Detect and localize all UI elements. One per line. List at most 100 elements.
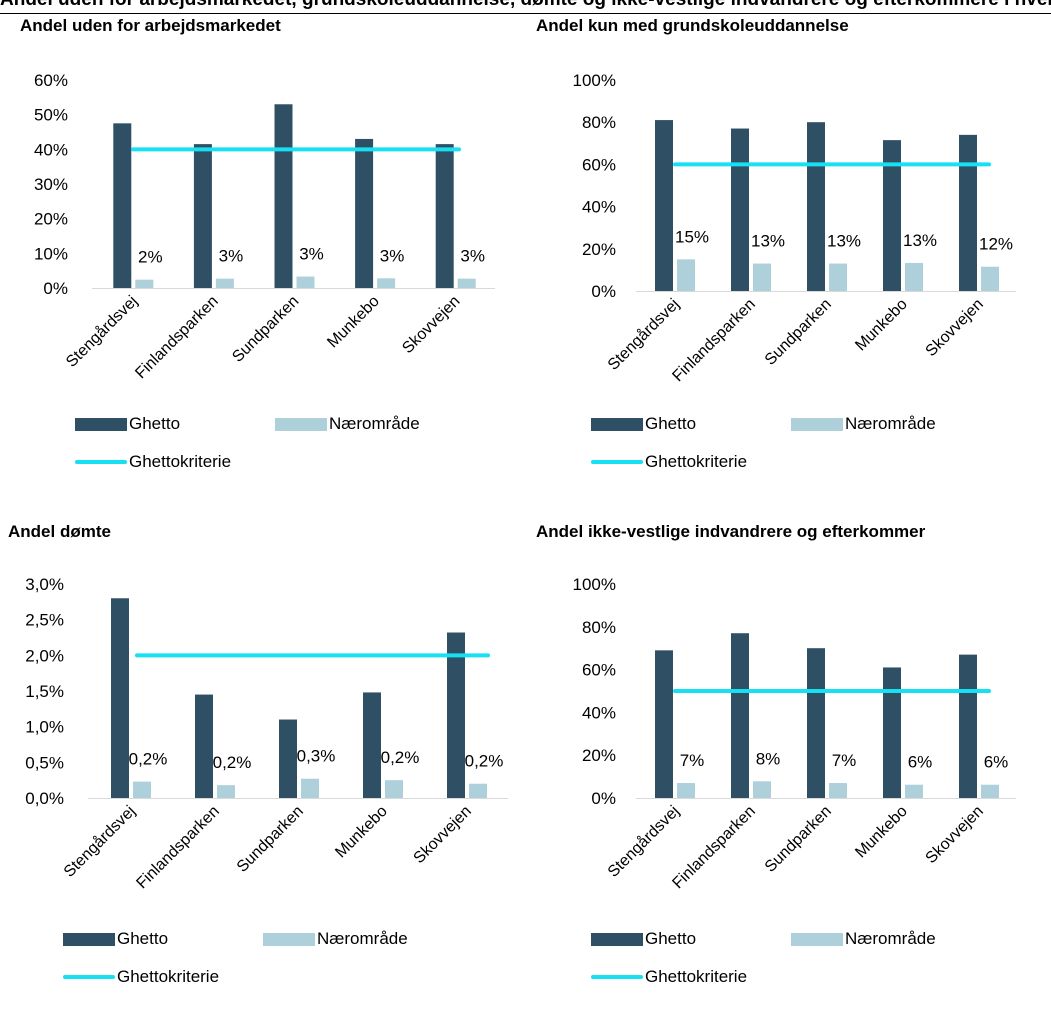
category-label: Skovvejen [923, 296, 987, 360]
category-label: Finlandsparken [132, 293, 221, 382]
legend-swatch [791, 417, 843, 431]
bar-ghetto [113, 123, 132, 288]
category-label: Munkebo [332, 803, 391, 862]
category-label: Munkebo [852, 296, 911, 355]
bar-naeromraade [753, 263, 771, 291]
legend-swatch [591, 932, 643, 946]
legend-label: Ghettokriterie [129, 452, 232, 471]
bar-ghetto [883, 667, 901, 798]
y-tick-label: 60% [34, 71, 68, 90]
legend-item-ghetto: Ghetto [63, 929, 168, 949]
legend-swatch [275, 417, 327, 431]
bar-ghetto [807, 122, 825, 291]
legend-swatch [75, 417, 127, 431]
bar-ghetto [274, 104, 293, 289]
category-label: Finlandsparken [133, 803, 222, 892]
y-tick-label: 30% [34, 175, 68, 194]
legend-swatch [591, 417, 643, 431]
legend-item-ghetto: Ghetto [591, 929, 696, 949]
bar-naeromraade [905, 784, 923, 798]
y-tick-label: 60% [582, 155, 616, 174]
bar-ghetto [883, 140, 901, 291]
legend-label: Nærområde [845, 414, 936, 433]
data-label: 3% [299, 245, 324, 264]
data-label: 0,2% [129, 750, 168, 769]
legend-item-naeromraade: Nærområde [791, 414, 936, 434]
chart-panel-grundskole: Andel kun med grundskoleuddannelse 0% 20%… [536, 16, 1041, 486]
legend-label: Ghetto [645, 414, 697, 433]
y-tick-label: 0% [591, 282, 616, 301]
y-tick-label: 2,0% [25, 646, 64, 665]
legend-item-ghettokriterie: Ghettokriterie [75, 452, 231, 472]
bar-naeromraade [296, 276, 315, 288]
bar-naeromraade [905, 262, 923, 291]
data-label: 6% [908, 753, 933, 772]
bar-naeromraade [301, 778, 319, 798]
legend-label: Ghetto [645, 929, 697, 948]
bar-naeromraade [133, 781, 151, 798]
chart-panel-arbejdsmarkedet: Andel uden for arbejdsmarkedet 0% 10% 20% 3… [20, 16, 520, 486]
category-label: Stengårdsvej [62, 292, 141, 371]
bar-ghetto [111, 598, 129, 798]
category-label: Munkebo [852, 803, 911, 862]
legend-item-ghetto: Ghetto [591, 414, 696, 434]
y-tick-label: 80% [582, 113, 616, 132]
legend-item-naeromraade: Nærområde [275, 414, 420, 434]
data-label: 13% [827, 232, 861, 251]
legend-swatch [63, 932, 115, 946]
category-label: Sundparken [762, 803, 835, 876]
category-label: Skovvejen [399, 293, 463, 357]
bar-naeromraade [981, 784, 999, 798]
clipped-header-title: Andel uden for arbejdsmarkedet, grundsko… [0, 0, 1051, 11]
bar-ghetto [435, 144, 454, 288]
y-tick-label: 0% [591, 789, 616, 808]
y-tick-label: 50% [34, 106, 68, 125]
bar-chart: 0,0% 0,5% 1,0% 1,5% 2,0% 2,5% 3,0% 0,2% Stengård… [25, 575, 508, 892]
data-label: 0,2% [213, 753, 252, 772]
data-label: 2% [138, 248, 163, 267]
bar-naeromraade [215, 278, 234, 288]
chart-legend: Ghetto Nærområde Ghettokriterie [20, 414, 520, 484]
bar-naeromraade [377, 278, 396, 288]
chart-panel-doemte: Andel dømte 0,0% 0,5% 1,0% 1,5% 2,0% 2,5% 3,0%… [8, 522, 520, 1002]
bar-ghetto [195, 694, 213, 798]
y-tick-label: 1,5% [25, 682, 64, 701]
y-tick-label: 80% [582, 618, 616, 637]
y-tick-label: 40% [34, 140, 68, 159]
category-label: Skovvejen [411, 803, 475, 867]
bar-naeromraade [457, 278, 476, 288]
bar-naeromraade [385, 780, 403, 798]
chart-title: Andel uden for arbejdsmarkedet [20, 16, 281, 35]
bar-ghetto [959, 134, 977, 291]
category-label: Stengårdsvej [60, 802, 139, 881]
y-tick-label: 0% [43, 279, 68, 298]
data-label: 6% [984, 753, 1009, 772]
bar-chart: 0% 20% 40% 60% 80% 100% 15% Stengårdsvej 13% Finl… [573, 71, 1016, 385]
category-label: Skovvejen [923, 803, 987, 867]
category-label: Finlandsparken [669, 803, 758, 892]
data-label: 0,2% [381, 748, 420, 767]
bar-naeromraade [677, 783, 695, 798]
clipped-header: Andel uden for arbejdsmarkedet, grundsko… [0, 0, 1051, 14]
legend-label: Ghetto [129, 414, 181, 433]
data-label: 3% [219, 247, 244, 266]
bar-ghetto [655, 120, 673, 291]
legend-swatch [63, 975, 115, 979]
data-label: 8% [756, 749, 781, 768]
chart-legend: Ghetto Nærområde Ghettokriterie [8, 929, 520, 999]
data-label: 3% [380, 246, 405, 265]
y-tick-label: 20% [582, 240, 616, 259]
category-label: Finlandsparken [669, 296, 758, 385]
category-label: Sundparken [234, 803, 307, 876]
bar-naeromraade [469, 783, 487, 798]
y-tick-label: 20% [582, 746, 616, 765]
bar-naeromraade [135, 279, 154, 288]
data-label: 15% [675, 227, 709, 246]
y-tick-label: 1,0% [25, 718, 64, 737]
y-tick-label: 20% [34, 210, 68, 229]
category-label: Stengårdsvej [604, 295, 683, 374]
legend-swatch [591, 975, 643, 979]
legend-item-ghettokriterie: Ghettokriterie [63, 967, 219, 987]
data-label: 12% [979, 235, 1013, 254]
y-tick-label: 100% [573, 575, 616, 594]
